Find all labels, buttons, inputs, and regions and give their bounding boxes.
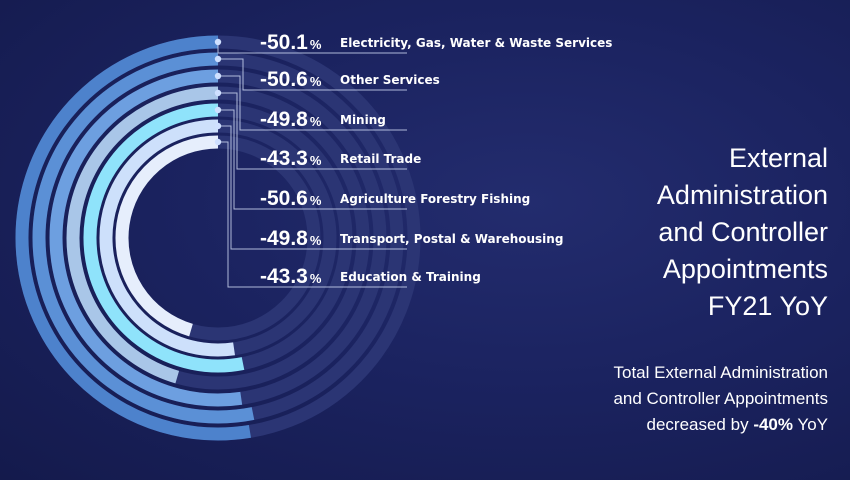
ring-bar (49, 69, 243, 407)
marker-dot (214, 72, 222, 80)
marker-dot (214, 89, 222, 97)
ring-bar (66, 86, 219, 384)
summary-text: Total External Administration and Contro… (508, 360, 828, 438)
data-value-label: -50.6% (260, 68, 322, 91)
summary-line-1: Total External Administration (613, 363, 829, 382)
leader-line (217, 42, 407, 54)
title-line: External (728, 143, 828, 173)
title-line: Administration (656, 180, 828, 210)
ring-bar (32, 52, 255, 424)
summary-line-2: and Controller Appointments (613, 389, 828, 408)
summary-total-value: -40% (753, 415, 793, 434)
data-value-label: -50.6% (260, 187, 322, 210)
category-label: Education & Training (340, 270, 481, 284)
data-value-label: -50.1% (260, 31, 322, 54)
data-value-label: -43.3% (260, 265, 322, 288)
data-value-label: -49.8% (260, 227, 322, 250)
ring-bar (15, 35, 251, 441)
category-label: Other Services (340, 73, 440, 87)
marker-dot (214, 38, 222, 46)
leader-line (218, 125, 407, 250)
leader-line (218, 58, 407, 91)
summary-line-3: decreased by -40% YoY (508, 412, 829, 438)
ring-bar (99, 119, 235, 357)
leader-line (218, 92, 407, 170)
marker-dot (214, 122, 222, 130)
marker-dot (214, 55, 222, 63)
category-label: Agriculture Forestry Fishing (340, 192, 530, 206)
leader-line (218, 141, 407, 288)
leader-line (218, 109, 407, 210)
data-value-label: -49.8% (260, 108, 322, 131)
category-label: Retail Trade (340, 152, 421, 166)
marker-dot (214, 106, 222, 114)
ring-bar (115, 135, 219, 337)
category-label: Electricity, Gas, Water & Waste Services (340, 36, 612, 50)
data-value-label: -43.3% (260, 147, 322, 170)
ring-bar (83, 103, 245, 373)
title-line: and Controller (658, 217, 828, 247)
summary-prefix: decreased by (646, 415, 749, 434)
category-label: Transport, Postal & Warehousing (340, 232, 563, 246)
category-label: Mining (340, 113, 386, 127)
summary-suffix: YoY (797, 415, 828, 434)
page-title: External Administration and Controller A… (528, 140, 828, 325)
title-line: Appointments (662, 254, 828, 284)
title-line: FY21 YoY (707, 291, 828, 321)
leader-line (218, 75, 407, 131)
marker-dot (214, 138, 222, 146)
